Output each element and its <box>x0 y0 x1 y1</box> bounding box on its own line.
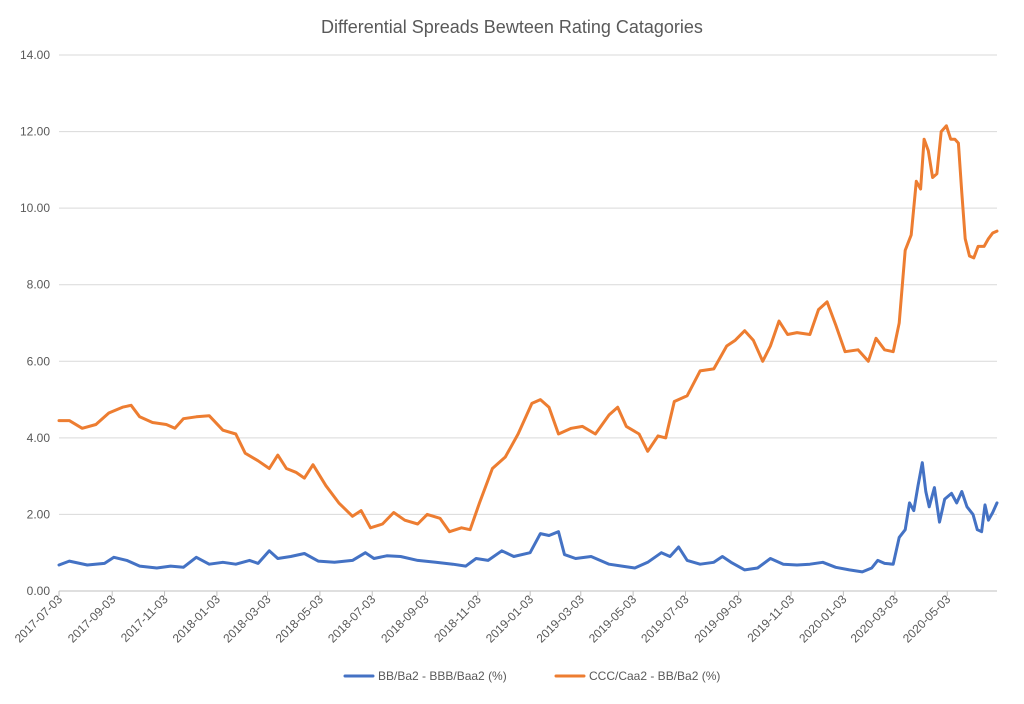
x-axis-tick-labels: 2017-07-03 2017-09-03 2017-11-03 2018-01-03… <box>12 591 954 646</box>
y-tick-label: 0.00 <box>27 584 51 598</box>
legend-label-1: BB/Ba2 - BBB/Baa2 (%) <box>378 669 507 683</box>
y-tick-label: 12.00 <box>20 125 50 139</box>
legend: BB/Ba2 - BBB/Baa2 (%) CCC/Caa2 - BB/Ba2 (… <box>343 669 720 683</box>
series-line-1 <box>57 461 999 574</box>
x-tick-label: 2019-01-03 <box>483 592 537 646</box>
x-tick-label: 2018-01-03 <box>170 592 224 646</box>
x-tick-label: 2018-07-03 <box>325 592 379 646</box>
y-axis-tick-labels: 0.00 2.00 4.00 6.00 8.00 10.00 12.00 14.00 <box>20 48 50 598</box>
series-line-2 <box>57 124 999 534</box>
y-tick-label: 6.00 <box>27 354 51 368</box>
x-tick-label: 2020-01-03 <box>796 592 850 646</box>
x-tick-label: 2019-11-03 <box>744 592 797 645</box>
chart-title: Differential Spreads Bewteen Rating Cata… <box>321 17 703 37</box>
x-tick-label: 2018-03-03 <box>220 592 274 646</box>
series-lines <box>57 124 999 574</box>
x-tick-label: 2019-05-03 <box>586 592 640 646</box>
y-tick-label: 14.00 <box>20 48 50 62</box>
x-tick-label: 2019-07-03 <box>638 592 692 646</box>
legend-label-2: CCC/Caa2 - BB/Ba2 (%) <box>589 669 720 683</box>
x-tick-label: 2017-09-03 <box>65 592 119 646</box>
x-tick-label: 2018-09-03 <box>378 592 432 646</box>
x-tick-label: 2018-05-03 <box>273 592 327 646</box>
y-tick-label: 4.00 <box>27 431 51 445</box>
x-tick-label: 2020-03-03 <box>848 592 902 646</box>
x-tick-label: 2019-09-03 <box>691 592 745 646</box>
x-tick-label: 2017-07-03 <box>12 592 66 646</box>
y-tick-label: 2.00 <box>27 507 51 521</box>
y-tick-label: 10.00 <box>20 201 50 215</box>
x-tick-label: 2018-11-03 <box>431 592 484 645</box>
y-tick-label: 8.00 <box>27 278 51 292</box>
x-tick-label: 2020-05-03 <box>900 592 954 646</box>
x-tick-label: 2019-03-03 <box>534 592 588 646</box>
x-tick-label: 2017-11-03 <box>118 592 171 645</box>
gridlines <box>59 54 997 592</box>
